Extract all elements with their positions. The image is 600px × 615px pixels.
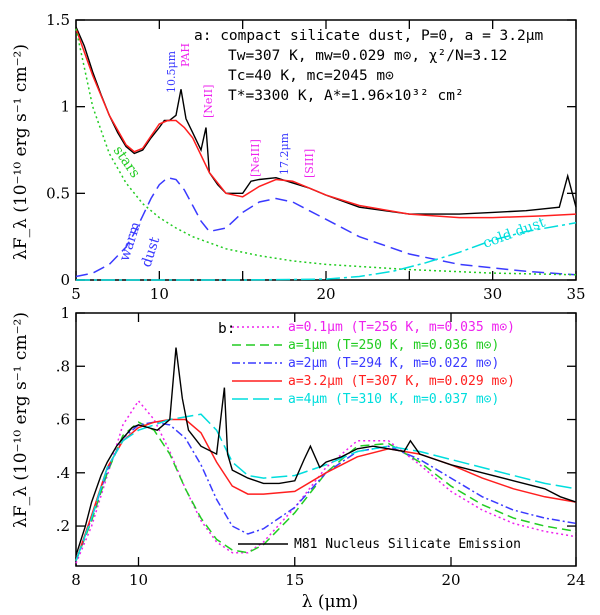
label-17-2um: 17.2μm xyxy=(278,132,291,175)
y-tick-label: 0.5 xyxy=(46,184,70,202)
legend-label: a=4μm (T=310 K, m=0.037 m⊙) xyxy=(288,392,499,407)
y-tick-label: 0 xyxy=(60,271,70,289)
panel-b-xlabel: λ (μm) xyxy=(302,592,359,612)
y-tick-label: .4 xyxy=(56,464,70,482)
y-tick-label: .2 xyxy=(56,517,70,535)
label-stars: stars xyxy=(110,143,143,181)
x-tick-label: 24 xyxy=(566,571,585,589)
panel-b-frame xyxy=(75,312,577,567)
legend-label: a=2μm (T=294 K, m=0.022 m⊙) xyxy=(288,356,499,371)
series-a-3-2-m-t-307-k-m-0-029-m xyxy=(75,418,577,561)
x-tick-label: 30 xyxy=(483,285,502,303)
legend-label: M81 Nucleus Silicate Emission xyxy=(294,537,521,552)
legend-label: a=0.1μm (T=256 K, m=0.035 m⊙) xyxy=(288,320,515,335)
legend-label: a=3.2μm (T=307 K, m=0.029 m⊙) xyxy=(288,374,515,389)
x-tick-label: 10 xyxy=(150,285,169,303)
label-cold-dust: cold dust xyxy=(481,214,548,251)
panel-b-ylabel: λF_λ (10⁻¹⁰ erg s⁻¹ cm⁻²) xyxy=(11,312,31,528)
panel-a-warm-params: Tw=307 K, mw=0.029 m⊙, χ²/N=3.12 xyxy=(228,48,507,64)
panel-a-cold-params: Tc=40 K, mc=2045 m⊙ xyxy=(228,68,394,84)
x-tick-label: 15 xyxy=(285,571,304,589)
series-m81-nucleus-silicate-emission xyxy=(75,347,577,556)
label-neiii: [NeIII] xyxy=(249,139,262,177)
y-tick-label: 1.5 xyxy=(46,11,70,29)
series-cold-dust xyxy=(76,222,577,281)
label-10-5um: 10.5μm xyxy=(165,50,178,93)
x-tick-label: 35 xyxy=(566,285,585,303)
x-tick-label: 10 xyxy=(129,571,148,589)
series-a-4-m-t-310-k-m-0-037-m xyxy=(75,413,577,561)
label-dust: dust xyxy=(139,235,164,270)
x-tick-label: 8 xyxy=(71,571,81,589)
legend-label: a=1μm (T=250 K, m=0.036 m⊙) xyxy=(288,338,499,353)
x-tick-label: 20 xyxy=(441,571,460,589)
panel-a-ylabel: λF_λ (10⁻¹⁰ erg s⁻¹ cm⁻²) xyxy=(11,44,31,260)
label-pah: PAH xyxy=(179,43,192,67)
label-siii: [SIII] xyxy=(303,149,316,178)
x-tick-label: 5 xyxy=(71,285,81,303)
label-neii: [NeII] xyxy=(202,85,215,118)
series-warm-dust xyxy=(75,176,577,278)
panel-a: 5 10 20 30 35 0 0.5 1 1.5 a: compact silicate du… xyxy=(46,11,585,303)
panel-a-title: a: compact silicate dust, P=0, a = 3.2μm xyxy=(194,28,543,44)
panel-b: 8 10 15 20 24 .2 .4 .6 .8 1 b: a=0.1μm (T=256 K, … xyxy=(56,304,586,589)
y-tick-label: .6 xyxy=(56,411,70,429)
series-a-2-m-t-294-k-m-0-022-m xyxy=(75,421,577,561)
y-tick-label: 1 xyxy=(60,98,70,116)
panel-a-star-params: T*=3300 K, A*=1.96×10³² cm² xyxy=(228,88,464,104)
series-model-total xyxy=(75,28,577,219)
y-tick-label: .8 xyxy=(56,357,70,375)
series-a-0-1-m-t-256-k-m-0-035-m xyxy=(75,399,577,564)
panel-b-label: b: xyxy=(218,321,235,337)
y-tick-label: 1 xyxy=(60,304,70,322)
series-stars xyxy=(75,28,577,276)
x-tick-label: 20 xyxy=(316,285,335,303)
